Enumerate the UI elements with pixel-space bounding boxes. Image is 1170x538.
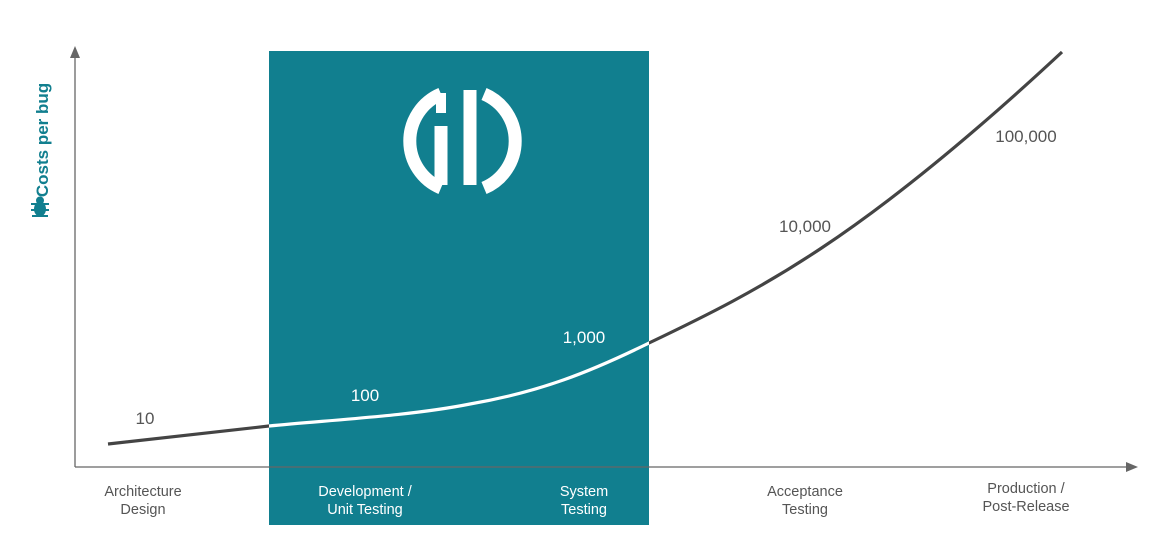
x-tick-label-line: Testing	[782, 502, 828, 518]
x-tick-label: Development / Unit Testing	[318, 484, 412, 518]
x-tick-label-line: Production /	[987, 481, 1065, 497]
data-label: 10,000	[779, 217, 831, 236]
x-tick-label-line: Design	[120, 502, 165, 518]
x-axis-arrow	[1126, 462, 1138, 472]
x-tick-label: Acceptance Testing	[767, 484, 843, 518]
data-label: 1,000	[563, 328, 606, 347]
y-axis-label: Costs per bug	[33, 83, 52, 197]
cost-line-highlighted	[269, 341, 649, 428]
data-label: 10	[136, 409, 155, 428]
bug-icon	[31, 196, 49, 217]
data-label: 100	[351, 386, 379, 405]
x-tick-label-line: Testing	[561, 502, 607, 518]
x-tick-label-line: Architecture	[104, 484, 181, 500]
circular-split-logo-icon	[403, 88, 522, 194]
x-tick-label: System Testing	[560, 484, 608, 518]
x-tick-label: Architecture Design	[104, 484, 181, 518]
y-axis-arrow	[70, 46, 80, 58]
x-tick-label: Production / Post-Release	[982, 481, 1069, 515]
highlight-band	[269, 51, 649, 525]
x-tick-label-line: Acceptance	[767, 484, 843, 500]
data-label: 100,000	[995, 127, 1056, 146]
y-axis-label-group: Costs per bug	[33, 83, 52, 197]
x-tick-label-line: Unit Testing	[327, 502, 403, 518]
x-tick-label-line: Development /	[318, 484, 412, 500]
x-tick-label-line: System	[560, 484, 608, 500]
x-tick-label-line: Post-Release	[982, 499, 1069, 515]
